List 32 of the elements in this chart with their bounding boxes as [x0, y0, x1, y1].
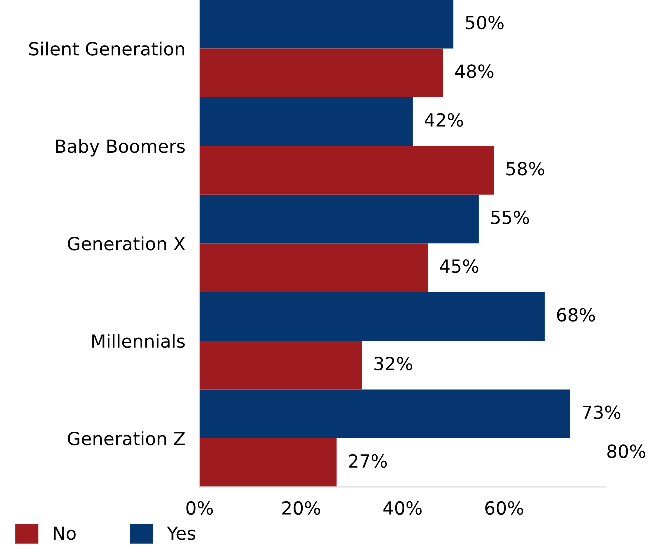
data-label: 68%: [557, 308, 596, 322]
x-tick-label: 20%: [282, 501, 320, 516]
bar: [200, 438, 337, 488]
bar: [200, 97, 413, 146]
data-label: 73%: [582, 406, 621, 420]
bar: [200, 292, 545, 342]
x-tick-label: 60%: [486, 501, 524, 516]
bar: [200, 390, 570, 438]
y-tick-label: Silent Generation: [29, 42, 184, 56]
data-label: 55%: [491, 210, 530, 224]
data-label: 27%: [349, 454, 388, 468]
bar: [200, 0, 454, 49]
y-tick-label: Generation Z: [68, 432, 186, 446]
data-label: 58%: [506, 162, 544, 176]
bar: [200, 146, 494, 195]
text: 80%: [608, 444, 646, 458]
y-tick-label: Generation X: [68, 236, 186, 251]
data-label: 50%: [466, 16, 504, 30]
bar: [200, 48, 444, 98]
x-tick-label: 0%: [186, 501, 214, 516]
legend-label: Yes: [167, 526, 196, 540]
bar: [200, 341, 362, 390]
x-tick-label: 40%: [384, 501, 422, 516]
data-label: 42%: [424, 113, 464, 128]
bar: [200, 244, 428, 292]
data-label: 48%: [455, 64, 494, 78]
y-tick-label: Millennials: [92, 334, 186, 348]
y-tick-label: Baby Boomers: [56, 139, 185, 157]
bar: [200, 194, 479, 244]
data-label: 32%: [374, 356, 412, 371]
data-label: 45%: [440, 260, 478, 274]
legend-label: No: [54, 526, 76, 540]
